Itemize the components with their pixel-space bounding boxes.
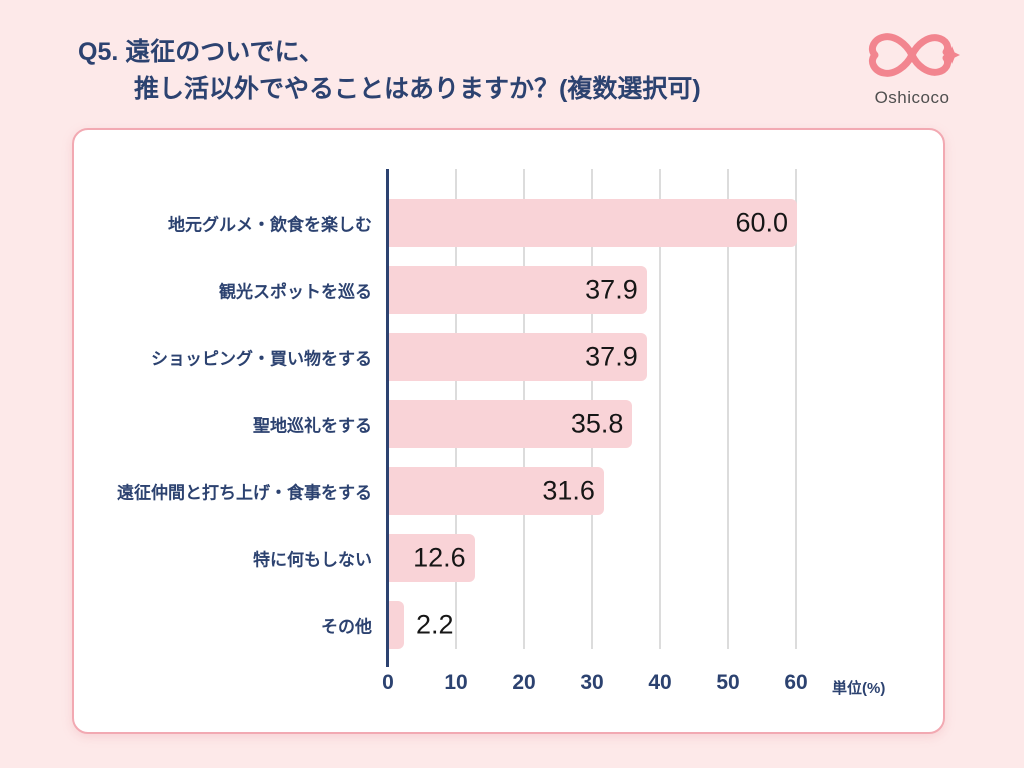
- gridline: [659, 169, 661, 649]
- bar-value: 12.6: [413, 542, 466, 573]
- x-tick-label: 20: [512, 671, 536, 694]
- x-tick-label: 0: [382, 671, 394, 694]
- category-label: 聖地巡礼をする: [253, 416, 372, 436]
- x-tick-label: 10: [444, 671, 468, 694]
- bar: [389, 199, 797, 247]
- bar-value: 37.9: [585, 274, 638, 305]
- category-label: 遠征仲間と打ち上げ・食事をする: [117, 483, 372, 503]
- bar-value: 60.0: [735, 207, 788, 238]
- bar: [389, 534, 475, 582]
- table-row: 観光スポットを巡る 37.9: [74, 266, 943, 314]
- table-row: 特に何もしない 12.6: [74, 534, 943, 582]
- page-title-line1: Q5. 遠征のついでに、: [78, 38, 324, 66]
- category-label: 観光スポットを巡る: [219, 282, 372, 302]
- bar-value: 31.6: [542, 475, 595, 506]
- table-row: 聖地巡礼をする 35.8: [74, 400, 943, 448]
- bar-value: 35.8: [570, 408, 624, 439]
- infinity-heart-sparkle-icon: [864, 33, 960, 86]
- table-row: 遠征仲間と打ち上げ・食事をする 31.6: [74, 467, 943, 515]
- category-label: 地元グルメ・飲食を楽しむ: [168, 215, 372, 235]
- x-tick-label: 40: [648, 671, 672, 694]
- page-title: Q5. 遠征のついでに、 推し活以外でやることはありますか？(複数選択可): [78, 34, 701, 108]
- x-tick-label: 30: [580, 671, 604, 694]
- bar-value: 2.2: [415, 609, 454, 640]
- table-row: 地元グルメ・飲食を楽しむ 60.0: [74, 199, 943, 247]
- x-tick-label: 50: [716, 671, 740, 694]
- x-tick-label: 60: [784, 671, 808, 694]
- logo-wordmark: Oshicoco: [874, 88, 950, 107]
- bar: [389, 333, 647, 381]
- category-label: 特に何もしない: [253, 550, 372, 570]
- table-row: ショッピング・買い物をする 37.9: [74, 333, 943, 381]
- y-axis-line: [386, 169, 389, 667]
- category-label: ショッピング・買い物をする: [151, 349, 372, 369]
- bar: [389, 266, 647, 314]
- unit-label: 単位(%): [832, 680, 886, 697]
- table-row: その他 2.2: [74, 601, 943, 649]
- page-title-line2: 推し活以外でやることはありますか？(複数選択可): [134, 75, 701, 103]
- chart: 地元グルメ・飲食を楽しむ 60.0 観光スポットを巡る 37.9 ショッピング・買い物を…: [74, 130, 943, 732]
- bar: [389, 467, 604, 515]
- bar: [389, 601, 404, 649]
- bar: [389, 400, 633, 448]
- bar-value: 37.9: [585, 341, 638, 372]
- gridline: [727, 169, 729, 649]
- oshicoco-logo: Oshicoco: [858, 28, 966, 108]
- gridline: [795, 169, 797, 649]
- chart-card: 地元グルメ・飲食を楽しむ 60.0 観光スポットを巡る 37.9 ショッピング・買い物を…: [72, 128, 945, 734]
- category-label: その他: [321, 617, 372, 637]
